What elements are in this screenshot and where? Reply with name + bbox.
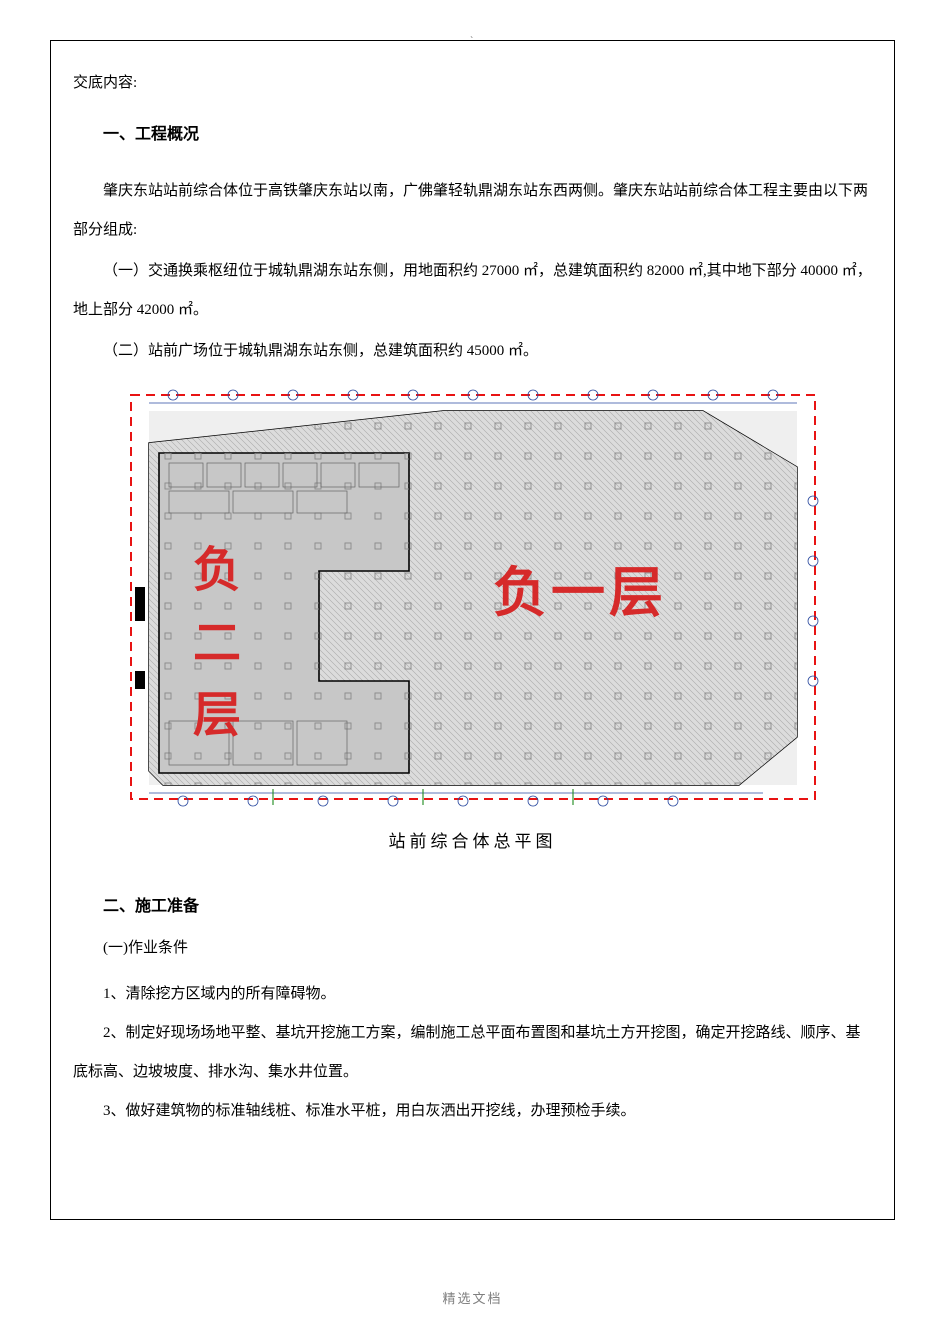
item-3: 3、做好建筑物的标准轴线桩、标准水平桩，用白灰洒出开挖线，办理预检手续。 — [73, 1092, 872, 1131]
section-2-sub1: (一)作业条件 — [103, 936, 872, 957]
para-1: 肇庆东站站前综合体位于高铁肇庆东站以南，广佛肇轻轨鼎湖东站东西两侧。肇庆东站站前… — [73, 172, 872, 250]
header-mark: ` — [470, 36, 473, 47]
figure-caption: 站前综合体总平图 — [123, 827, 823, 852]
section-1-title: 一、工程概况 — [103, 120, 872, 144]
section-2-title: 二、施工准备 — [103, 892, 872, 916]
label-left-top: 负 — [193, 544, 241, 597]
site-plan-svg: 负 二 层 负一层 — [123, 381, 823, 811]
footer-text: 精选文档 — [0, 1288, 945, 1307]
para-2: （一）交通换乘枢纽位于城轨鼎湖东站东侧，用地面积约 27000 ㎡，总建筑面积约… — [73, 252, 872, 330]
item-2: 2、制定好现场场地平整、基坑开挖施工方案，编制施工总平面布置图和基坑土方开挖图，… — [73, 1014, 872, 1092]
intro-label: 交底内容: — [73, 71, 872, 92]
axis-top — [149, 390, 797, 403]
label-left-mid: 二 — [193, 617, 241, 670]
left-notch-1 — [135, 587, 145, 621]
label-right: 负一层 — [493, 563, 667, 623]
label-left-bot: 层 — [193, 689, 241, 742]
item-1: 1、清除挖方区域内的所有障碍物。 — [73, 975, 872, 1014]
para-3: （二）站前广场位于城轨鼎湖东站东侧，总建筑面积约 45000 ㎡。 — [73, 332, 872, 371]
content-frame: 交底内容: 一、工程概况 肇庆东站站前综合体位于高铁肇庆东站以南，广佛肇轻轨鼎湖… — [50, 40, 895, 1220]
left-notch-2 — [135, 671, 145, 689]
axis-right — [808, 496, 818, 686]
site-plan-figure: 负 二 层 负一层 站前综合体总平图 — [123, 381, 823, 852]
